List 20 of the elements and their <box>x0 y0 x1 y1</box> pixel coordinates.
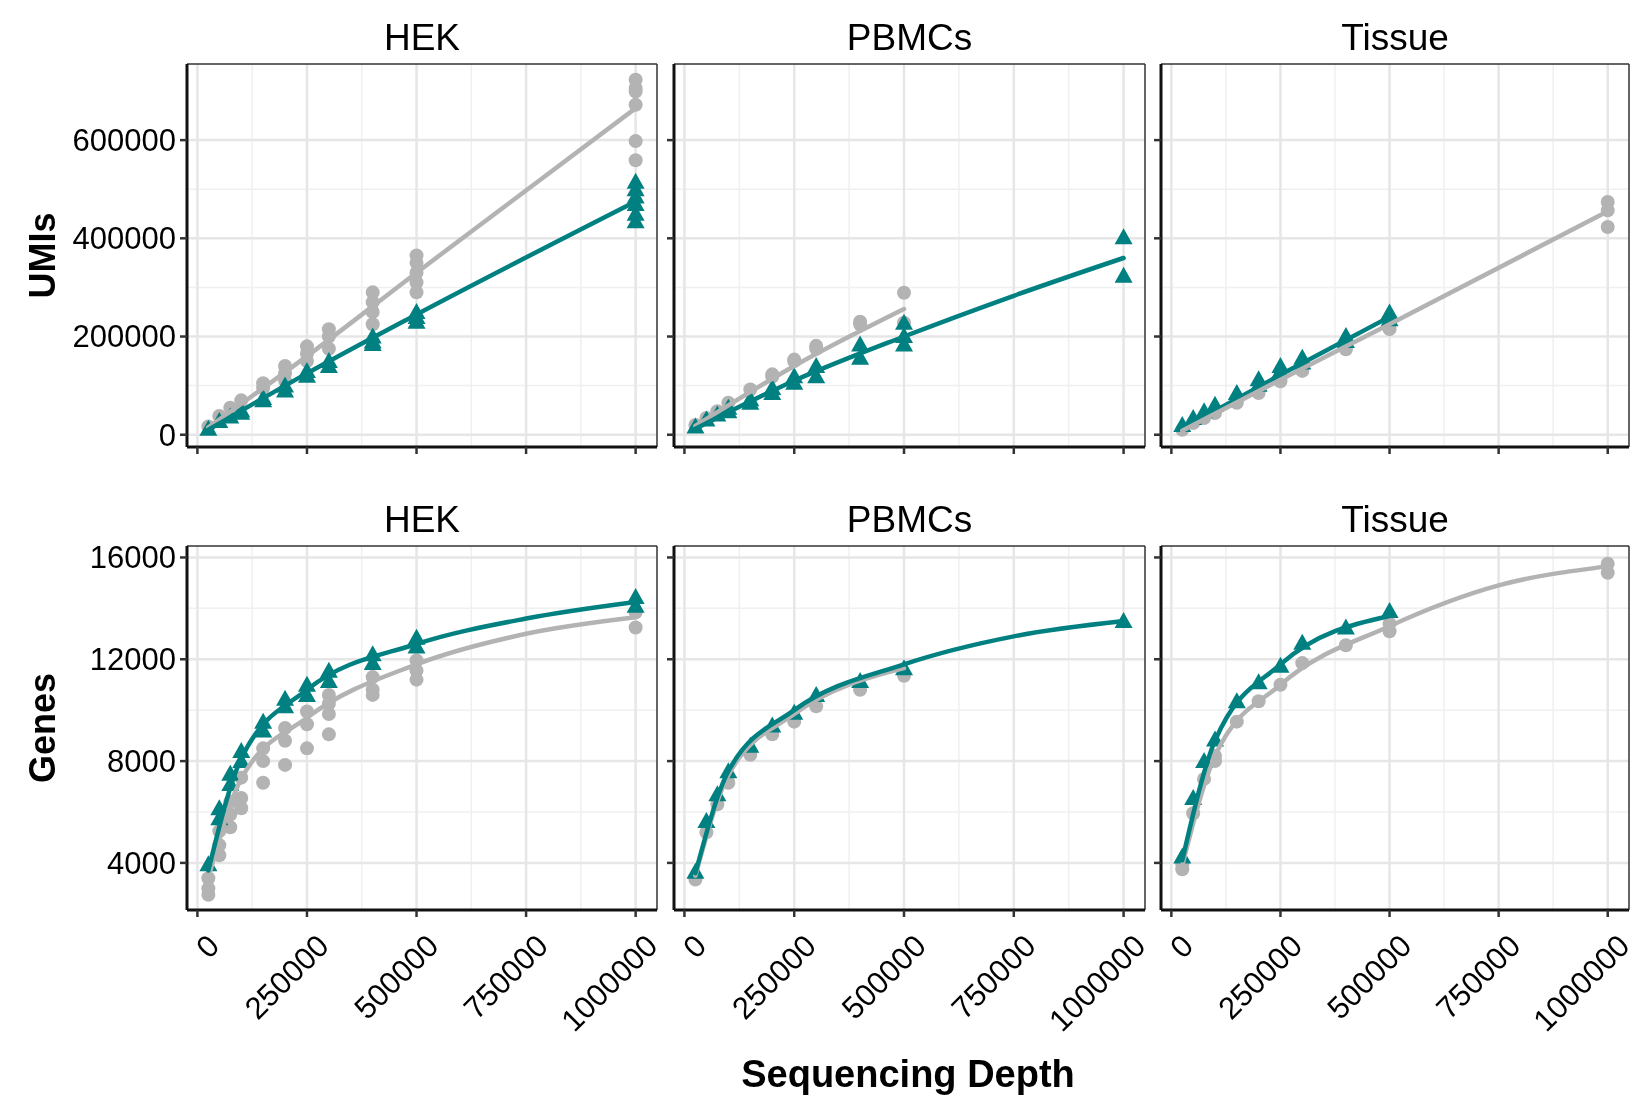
y-axis-title: UMIs <box>21 212 63 299</box>
y-tick-label: 8000 <box>107 743 176 779</box>
chart-title: HEK <box>383 17 461 58</box>
x-tick-label: 0 <box>1163 928 1201 965</box>
y-axis-title: Genes <box>21 672 63 784</box>
chart-title: PBMCs <box>846 499 973 540</box>
y-tick-label: 0 <box>158 417 176 453</box>
y-tick-label: 12000 <box>89 642 176 678</box>
chart-title: Tissue <box>1341 17 1449 58</box>
chart-title: Tissue <box>1341 499 1449 540</box>
x-tick-label: 0 <box>189 928 227 965</box>
x-tick-label: 0 <box>676 928 714 965</box>
x-axis-title: Sequencing Depth <box>741 1053 1075 1095</box>
chart-title: PBMCs <box>846 17 973 58</box>
y-tick-label: 16000 <box>89 540 176 576</box>
y-tick-label: 600000 <box>72 122 176 158</box>
y-tick-label: 400000 <box>72 221 176 257</box>
chart-title: HEK <box>383 499 461 540</box>
y-tick-label: 200000 <box>72 319 176 355</box>
y-tick-label: 4000 <box>107 845 176 881</box>
